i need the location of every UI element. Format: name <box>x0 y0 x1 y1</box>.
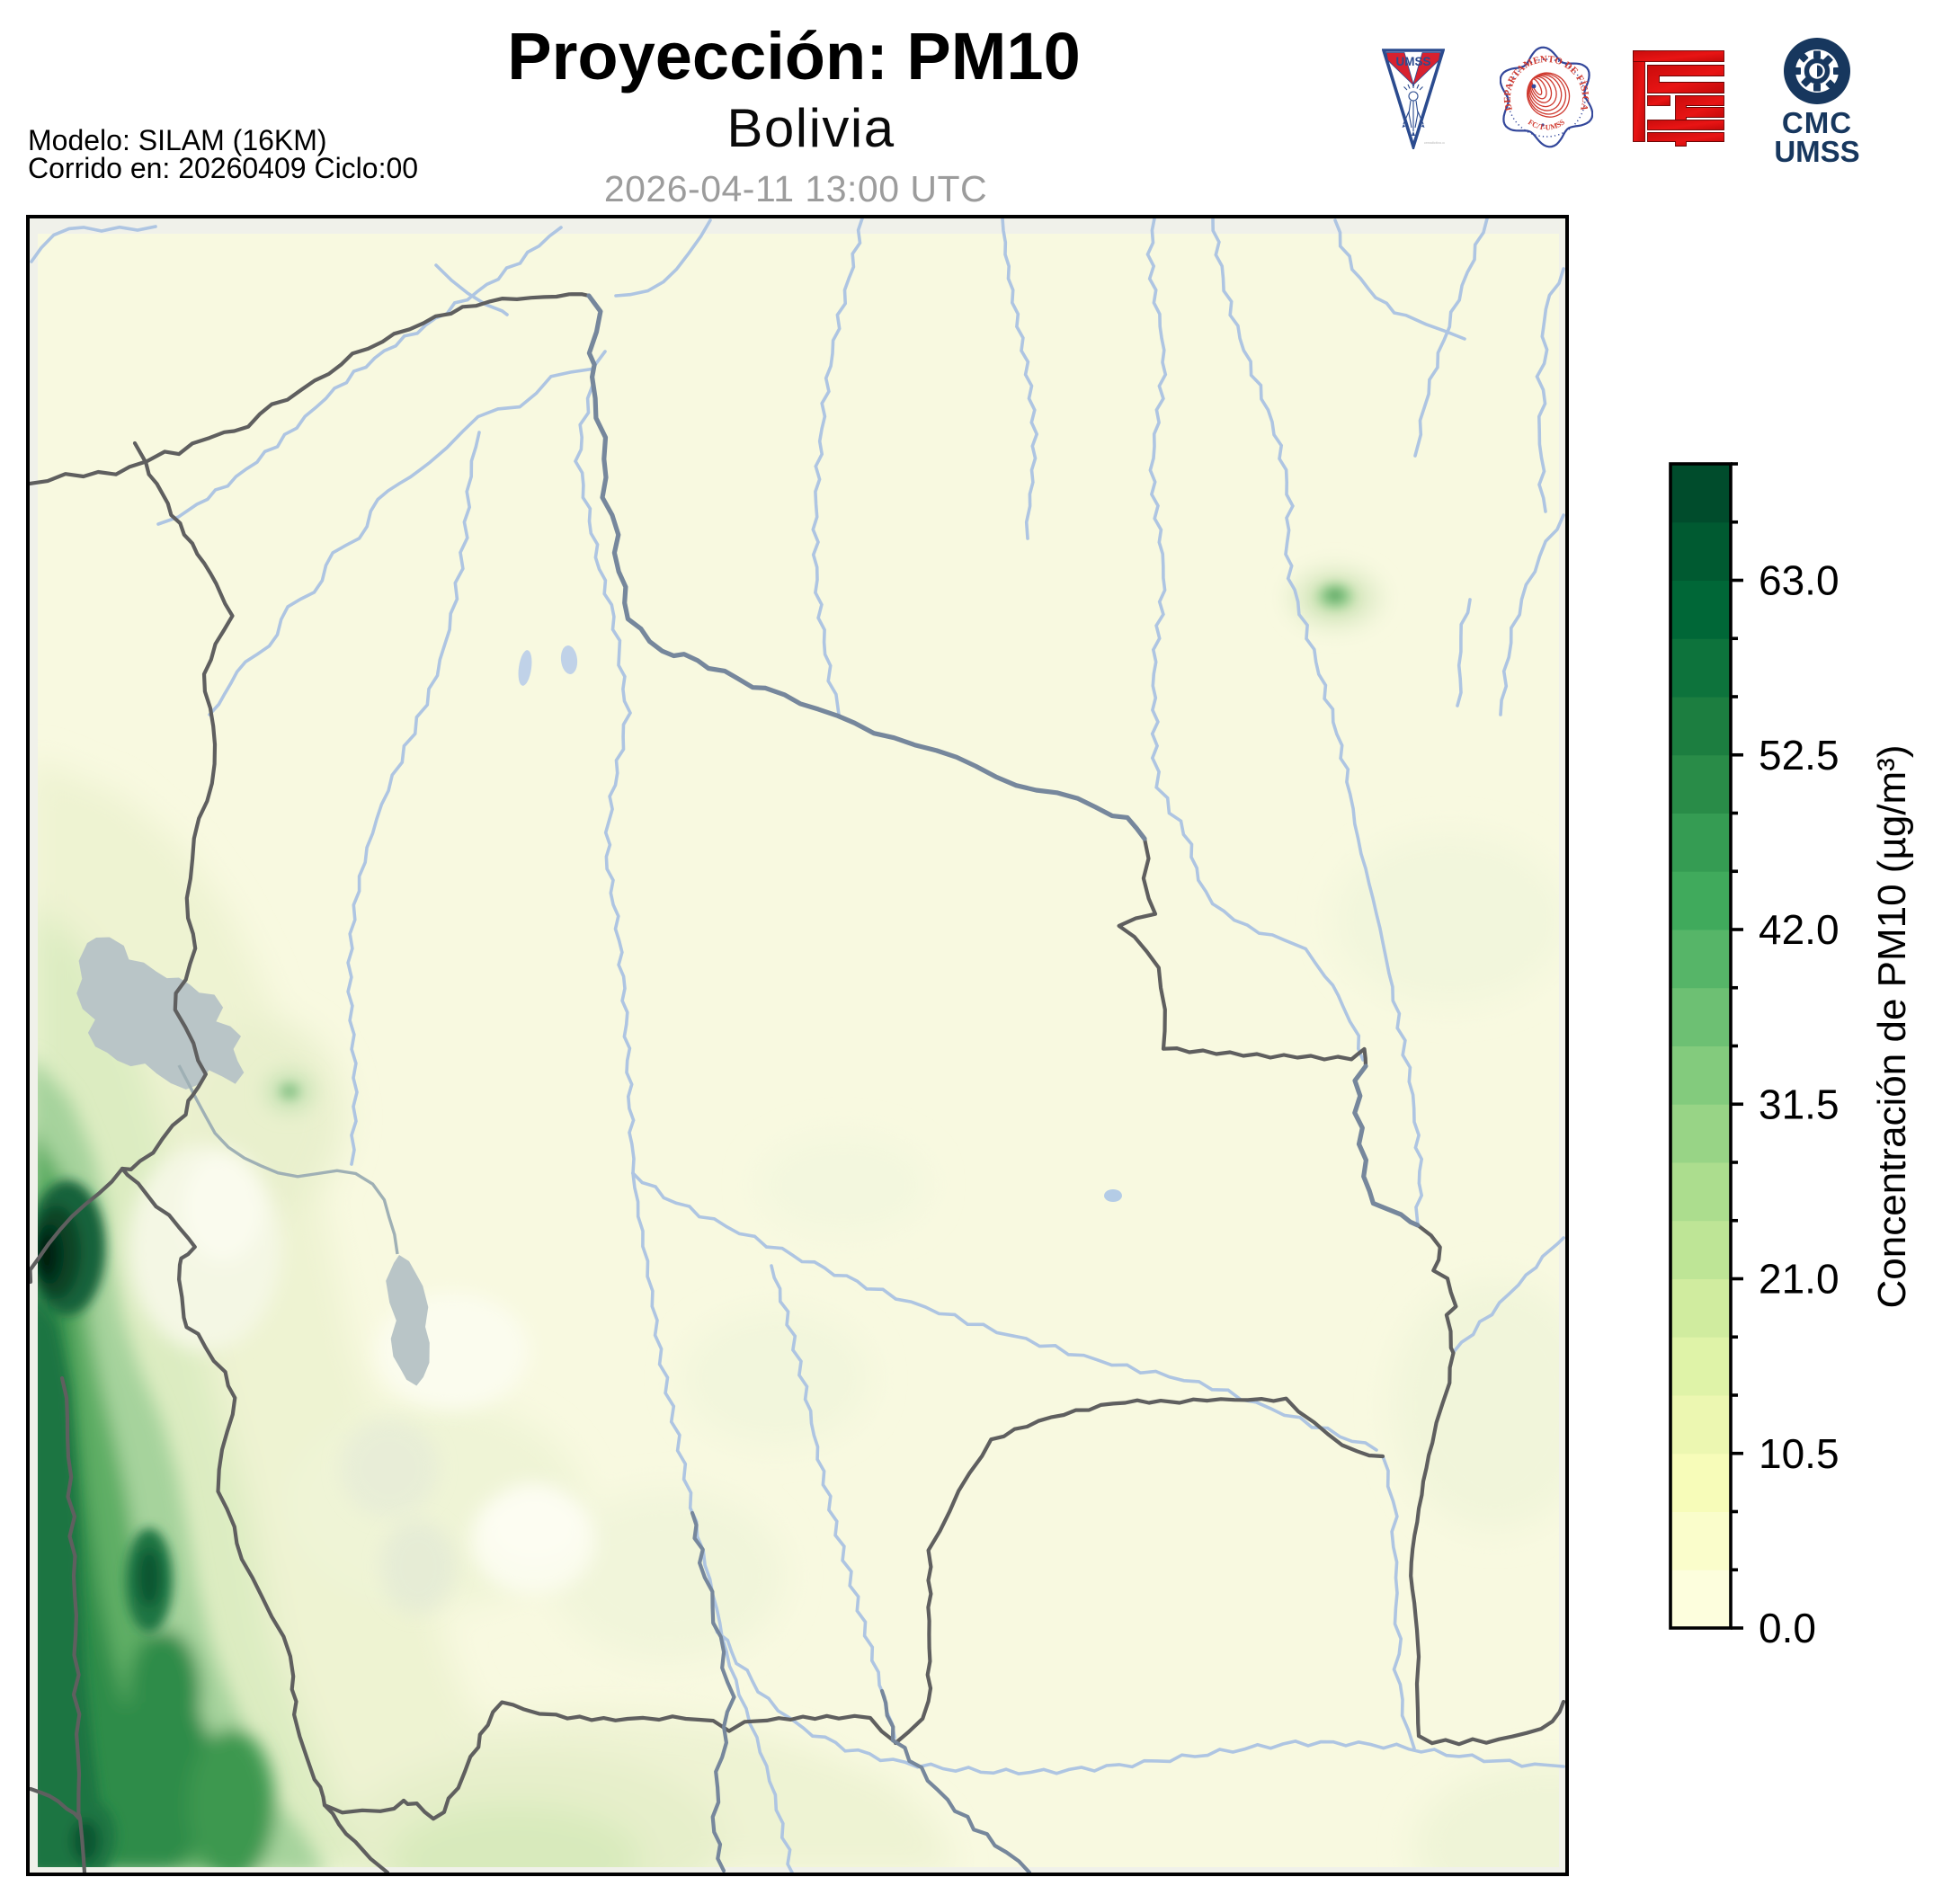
svg-text:42.0: 42.0 <box>1759 906 1840 953</box>
svg-text:UMSS: UMSS <box>1774 135 1859 168</box>
svg-text:CMC: CMC <box>1782 106 1852 139</box>
svg-text:31.5: 31.5 <box>1759 1081 1840 1127</box>
svg-text:63.0: 63.0 <box>1759 557 1840 604</box>
svg-text:10.5: 10.5 <box>1759 1430 1840 1477</box>
svg-text:UMSS: UMSS <box>1395 55 1430 68</box>
svg-text:creadictivo.com: creadictivo.com <box>1424 140 1445 145</box>
svg-text:21.0: 21.0 <box>1759 1256 1840 1303</box>
svg-text:52.5: 52.5 <box>1759 732 1840 779</box>
svg-text:0.0: 0.0 <box>1759 1605 1816 1651</box>
svg-text:FC/T-UMSS: FC/T-UMSS <box>1527 117 1566 131</box>
